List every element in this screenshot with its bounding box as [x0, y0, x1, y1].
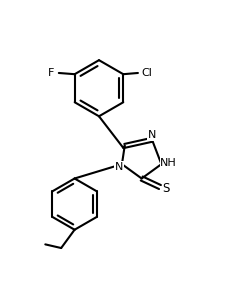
Text: NH: NH	[160, 158, 177, 168]
Text: N: N	[148, 131, 156, 140]
Text: N: N	[115, 162, 123, 172]
Text: Cl: Cl	[142, 68, 153, 78]
Text: F: F	[48, 68, 55, 78]
Text: S: S	[162, 183, 170, 195]
